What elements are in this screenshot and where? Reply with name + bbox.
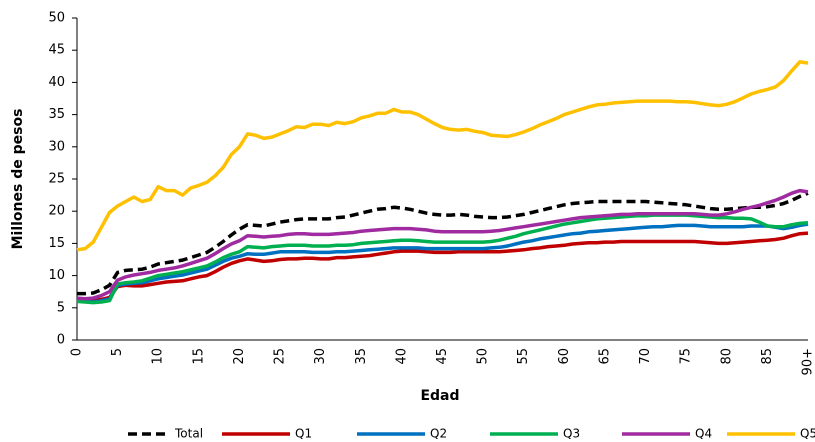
y-tick-label: 5 [57,300,65,315]
y-tick-label: 10 [48,268,65,283]
y-tick-label: 25 [48,172,65,187]
y-tick-label: 50 [48,11,65,26]
series-line [76,222,809,304]
series-line [76,231,809,303]
x-tick-label: 35 [354,348,369,365]
legend-label: Total [174,427,203,441]
x-tick-label: 25 [273,348,288,365]
x-tick-label: 10 [151,348,166,365]
y-tick-label: 0 [57,333,65,348]
x-tick-label: 60 [557,348,572,365]
x-tick-label: 0 [70,348,85,356]
legend-label: Q5 [800,427,815,441]
y-tick-label: 40 [48,75,65,90]
x-tick-label: 75 [679,348,694,365]
x-tick-label: 80 [719,348,734,365]
legend-label: Q3 [563,427,580,441]
x-tick-label: 90+ [801,348,815,375]
y-tick-label: 35 [48,107,65,122]
x-tick-label: 65 [597,348,612,365]
series-line [76,60,809,252]
y-tick-label: 20 [48,204,65,219]
legend-label: Q1 [295,427,312,441]
x-tick-label: 40 [394,348,409,365]
x-tick-label: 85 [760,348,775,365]
legend-label: Q4 [695,427,712,441]
x-tick-label: 50 [476,348,491,365]
y-tick-label: 30 [48,139,65,154]
y-axis-title: Millones de pesos [10,109,26,250]
y-tick-label: 15 [48,236,65,251]
x-tick-label: 55 [516,348,531,365]
x-tick-label: 5 [110,348,125,356]
legend-label: Q2 [430,427,447,441]
series-line [76,188,809,301]
x-tick-label: 30 [313,348,328,365]
y-tick-label: 45 [48,43,65,58]
x-tick-label: 15 [191,348,206,365]
x-axis-title: Edad [420,388,459,404]
series-line [77,191,809,296]
x-tick-label: 45 [435,348,450,365]
x-tick-label: 70 [638,348,653,365]
x-tick-label: 20 [232,348,247,365]
